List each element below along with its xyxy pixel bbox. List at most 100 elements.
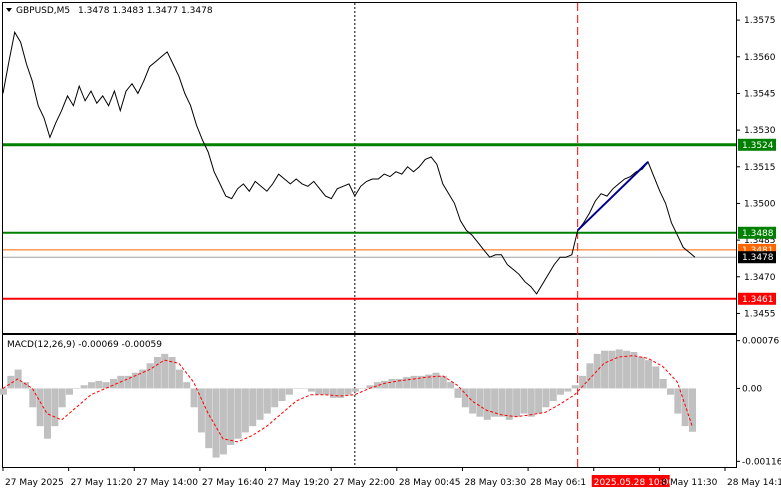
axis-layer: 1.3575 1.3560 1.3545 1.3530 1.3515 1.3500 1.34… xyxy=(2,16,781,488)
macd-bar xyxy=(256,388,264,420)
macd-bar xyxy=(461,388,469,408)
x-tick-label: 27 May 16:40 xyxy=(202,478,264,488)
macd-bar xyxy=(109,379,117,389)
macd-bar xyxy=(29,388,37,408)
y-tick-label: 1.3470 xyxy=(744,273,776,283)
macd-bar xyxy=(175,369,183,389)
y-tick-label: 1.3485 xyxy=(744,236,776,246)
macd-bar xyxy=(491,388,499,417)
macd-bar xyxy=(102,382,110,389)
highlight-time-tag[interactable] xyxy=(591,475,670,487)
x-tick-label: 27 May 11:20 xyxy=(71,478,133,488)
macd-bar xyxy=(417,375,425,389)
y-tick-label: 1.3515 xyxy=(744,163,776,173)
x-tick-label: 27 May 2025 xyxy=(5,478,64,488)
macd-bar xyxy=(329,388,337,398)
macd-bar xyxy=(601,350,609,389)
macd-bar xyxy=(73,388,81,389)
level-price-tag[interactable] xyxy=(738,292,776,305)
macd-bar xyxy=(476,388,484,417)
macd-signal-line xyxy=(2,355,693,443)
level-price-tag[interactable] xyxy=(738,138,776,151)
macd-bar xyxy=(439,375,447,389)
macd-bar xyxy=(513,388,521,417)
macd-bar xyxy=(373,382,381,389)
macd-bar xyxy=(80,385,88,389)
macd-bar xyxy=(366,385,374,389)
y-tick-label: 1.3530 xyxy=(744,126,776,136)
macd-bar xyxy=(315,388,323,395)
macd-bar xyxy=(21,382,29,389)
macd-bar xyxy=(549,388,557,401)
macd-bar xyxy=(139,369,147,389)
macd-bar xyxy=(322,388,330,395)
macd-bar xyxy=(307,388,315,392)
macd-bar xyxy=(659,379,667,389)
macd-bar xyxy=(425,374,433,389)
x-tick-label: 28 May 14:10 xyxy=(727,478,781,488)
macd-bar xyxy=(212,388,220,458)
macd-bar xyxy=(7,375,15,389)
macd-bar xyxy=(51,388,59,427)
x-tick-label: 28 May 00:45 xyxy=(399,478,461,488)
macd-bar xyxy=(469,388,477,414)
macd-bar xyxy=(579,375,587,389)
macd-bar xyxy=(586,363,594,389)
macd-y-tick-label: 0.00 xyxy=(742,384,762,394)
macd-bar xyxy=(652,366,660,389)
macd-layer xyxy=(0,349,697,458)
macd-bar xyxy=(124,375,132,389)
macd-bar xyxy=(190,388,198,408)
macd-bar xyxy=(153,357,161,389)
macd-bar xyxy=(432,372,440,389)
macd-bar xyxy=(36,388,44,427)
level-price-label: 1.3524 xyxy=(742,141,774,151)
y-tick-label: 1.3560 xyxy=(744,53,776,63)
x-tick-label: 27 May 14:00 xyxy=(136,478,198,488)
macd-bar xyxy=(454,388,462,398)
x-tick-label: 8 May 11:30 xyxy=(661,478,717,488)
macd-bar xyxy=(447,382,455,389)
trendline[interactable] xyxy=(576,161,649,232)
level-price-label: 1.3488 xyxy=(742,229,774,239)
macd-bar xyxy=(498,388,506,417)
triangle-down-icon[interactable] xyxy=(6,8,12,12)
macd-bar xyxy=(146,363,154,389)
y-tick-label: 1.3575 xyxy=(744,16,776,26)
level-price-label: 1.3478 xyxy=(742,253,774,263)
macd-bar xyxy=(571,385,579,389)
macd-bar xyxy=(630,351,638,389)
macd-bar xyxy=(183,382,191,389)
macd-bar xyxy=(542,388,550,408)
macd-bar xyxy=(205,388,213,449)
price-line xyxy=(2,30,696,295)
macd-bar xyxy=(271,388,279,408)
macd-bar xyxy=(168,357,176,389)
macd-bar xyxy=(263,388,271,414)
macd-bar xyxy=(285,388,293,395)
macd-y-tick-label: -0.00116 xyxy=(742,457,781,467)
macd-pane-frame xyxy=(2,334,737,468)
main-pane-frame xyxy=(2,2,737,334)
macd-bar xyxy=(161,353,169,389)
level-price-label: 1.3461 xyxy=(742,295,774,305)
main-price-layer xyxy=(2,3,736,467)
macd-indicator-label: MACD(12,26,9) -0.00069 -0.00059 xyxy=(7,340,162,350)
level-price-tag[interactable] xyxy=(738,226,776,239)
macd-bar xyxy=(344,388,352,395)
macd-bar xyxy=(645,360,653,389)
macd-bar xyxy=(0,388,7,395)
macd-bar xyxy=(241,388,249,433)
macd-bar xyxy=(381,380,389,389)
level-price-tag[interactable] xyxy=(738,251,776,264)
macd-bar xyxy=(535,388,543,414)
macd-bar xyxy=(351,388,359,392)
y-tick-label: 1.3500 xyxy=(744,199,776,209)
macd-bar xyxy=(249,388,257,427)
ohlc-label: 1.3478 1.3483 1.3477 1.3478 xyxy=(78,6,213,16)
macd-bar xyxy=(667,388,675,395)
macd-bar xyxy=(234,388,242,439)
x-tick-label: 27 May 19:20 xyxy=(268,478,330,488)
